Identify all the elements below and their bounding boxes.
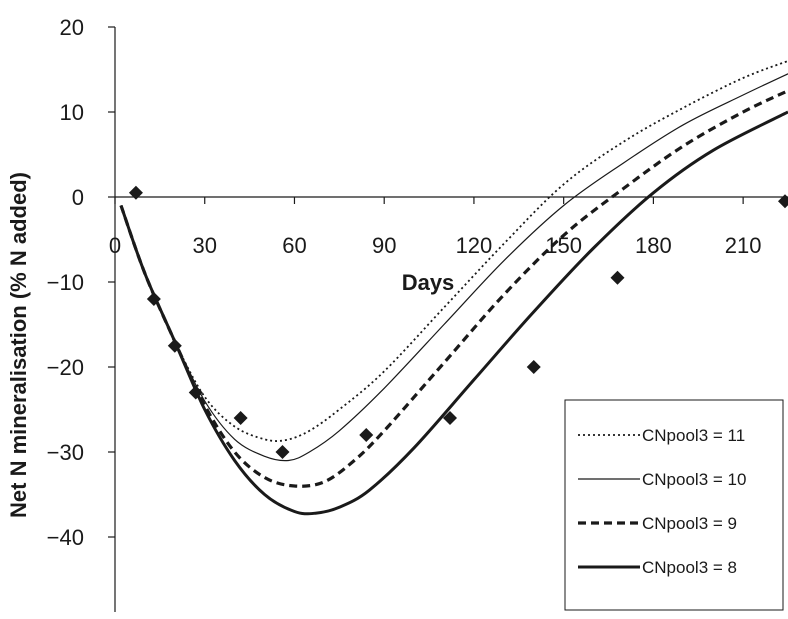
data-point	[167, 338, 182, 353]
x-axis-title: Days	[402, 270, 455, 295]
series-line-3	[119, 89, 788, 488]
series-line-1	[120, 60, 788, 442]
y-tick-label: 10	[60, 100, 84, 125]
y-tick-label: −10	[47, 270, 84, 295]
y-axis-title: Net N mineralisation (% N added)	[6, 172, 31, 518]
y-tick-label: −40	[47, 525, 84, 550]
x-tick-label: 210	[725, 233, 762, 258]
legend-label: CNpool3 = 10	[642, 470, 746, 489]
x-tick-label: 60	[282, 233, 306, 258]
legend-box	[564, 399, 784, 611]
observed-points	[128, 185, 788, 459]
legend-label: CNpool3 = 11	[642, 426, 745, 445]
x-tick-label: 180	[635, 233, 672, 258]
x-tick-label: 120	[456, 233, 493, 258]
data-point	[778, 194, 788, 209]
y-tick-label: 20	[60, 15, 84, 40]
data-point	[233, 411, 248, 425]
y-tick-label: −30	[47, 440, 84, 465]
data-point	[275, 445, 290, 459]
data-point	[610, 270, 625, 285]
data-point	[359, 428, 374, 442]
x-tick-label: 0	[109, 233, 121, 258]
x-tick-label: 30	[192, 233, 216, 258]
data-point	[443, 411, 458, 425]
y-tick-label: −20	[47, 355, 84, 380]
data-point	[128, 185, 143, 200]
legend-label: CNpool3 = 8	[642, 558, 737, 577]
data-point	[526, 360, 541, 374]
legend-label: CNpool3 = 9	[642, 514, 737, 533]
y-tick-label: 0	[72, 185, 84, 210]
data-point	[188, 385, 203, 400]
x-tick-label: 90	[372, 233, 396, 258]
legend: CNpool3 = 11 CNpool3 = 10 CNpool3 = 9 CNpoo…	[564, 399, 784, 611]
data-point	[146, 292, 161, 306]
